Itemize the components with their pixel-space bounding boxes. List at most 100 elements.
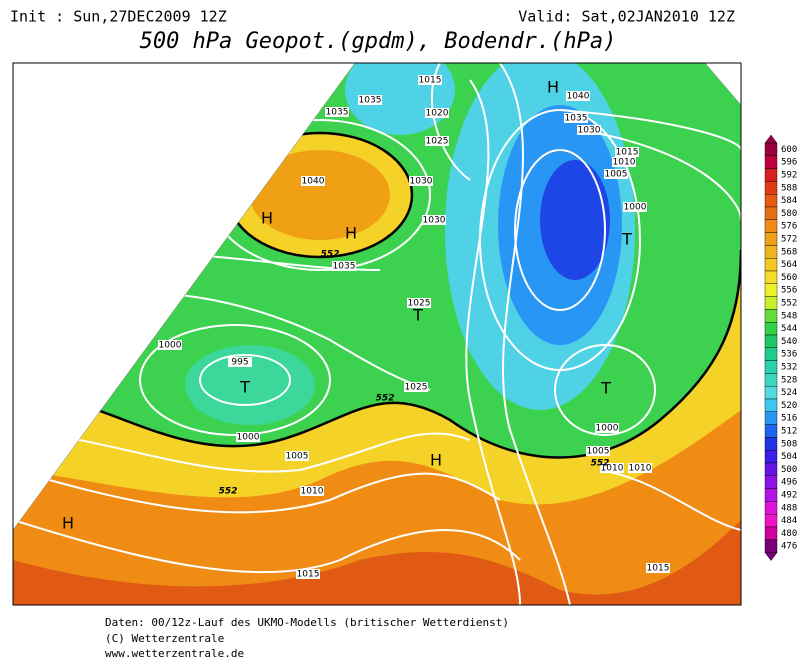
- isobar-label-bg: [296, 569, 320, 579]
- isobar-label: 1005: [286, 452, 309, 462]
- isobar-label: 1000: [624, 203, 647, 213]
- valid-time: Valid: Sat,02JAN2010 12Z: [518, 8, 735, 26]
- colorbar-label: 600: [781, 145, 797, 155]
- colorbar-swatch: [764, 245, 778, 259]
- contour-label: 552: [376, 394, 395, 404]
- colorbar-label: 504: [781, 452, 797, 462]
- colorbar-swatch: [764, 386, 778, 400]
- isobar-label-bg: [628, 463, 652, 473]
- isobar-label-bg: [285, 451, 309, 461]
- contour-label: 552: [219, 487, 238, 497]
- colorbar-label: 480: [781, 529, 797, 539]
- init-time: Init : Sun,27DEC2009 12Z: [10, 8, 227, 26]
- colorbar-label: 484: [781, 516, 797, 526]
- colorbar-swatch: [764, 398, 778, 413]
- colorbar-label: 584: [781, 196, 797, 206]
- colorbar-label: 476: [781, 542, 797, 552]
- isobar-label-bg: [228, 357, 252, 367]
- colorbar-label: 592: [781, 171, 797, 181]
- isobar-label: 1010: [301, 487, 324, 497]
- colorbar: 600 596 592 588 584 580 576 572 568 564 560 556 552 5…: [764, 134, 797, 561]
- colorbar-swatch: [764, 309, 778, 323]
- isobar-label: 1030: [578, 126, 601, 136]
- colorbar-label: 500: [781, 465, 797, 475]
- isobar-label: 1030: [423, 216, 446, 226]
- pressure-center: H: [62, 514, 74, 533]
- colorbar-label: 524: [781, 388, 797, 398]
- colorbar-label: 576: [781, 222, 797, 232]
- colorbar-label: 488: [781, 503, 797, 513]
- colorbar-swatch: [764, 168, 778, 182]
- isobar-label: 1010: [613, 158, 636, 168]
- colorbar-bottom: [764, 552, 778, 561]
- colorbar-swatch: [764, 296, 778, 310]
- isobar-label-bg: [404, 382, 428, 392]
- pressure-center: H: [345, 224, 357, 243]
- contour-label: 552: [321, 250, 340, 260]
- isobar-label-bg: [358, 95, 382, 105]
- colorbar-label: 572: [781, 235, 797, 245]
- isobar-label-bg: [595, 423, 619, 433]
- colorbar-swatch: [764, 258, 778, 272]
- isobar-label-bg: [422, 215, 446, 225]
- contour-label: 552: [591, 459, 610, 469]
- isobar-label-bg: [577, 125, 601, 135]
- isobar-label-bg: [332, 261, 356, 271]
- colorbar-swatch: [764, 155, 778, 169]
- pressure-center: T: [600, 379, 611, 398]
- colorbar-swatch: [764, 373, 778, 387]
- colorbar-label: 492: [781, 491, 797, 501]
- colorbar-swatch: [764, 526, 778, 541]
- colorbar-label: 508: [781, 439, 797, 449]
- isobar-label: 1020: [426, 109, 449, 119]
- isobar-label: 1025: [426, 137, 449, 147]
- isobar-label: 1015: [647, 564, 670, 574]
- isobar-label-bg: [325, 107, 349, 117]
- isobar-label: 995: [231, 358, 248, 368]
- colorbar-swatch: [764, 193, 778, 208]
- colorbar-label: 596: [781, 158, 797, 168]
- colorbar-label: 528: [781, 375, 797, 385]
- isobar-label: 1035: [359, 96, 382, 106]
- colorbar-swatch: [764, 283, 778, 297]
- isobar-label-bg: [615, 147, 639, 157]
- isobar-label: 1000: [237, 433, 260, 443]
- colorbar-label: 564: [781, 260, 797, 270]
- isobar-label: 1010: [601, 464, 624, 474]
- colorbar-label: 548: [781, 311, 797, 321]
- colorbar-swatch: [764, 142, 778, 157]
- map-title: 500 hPa Geopot.(gpdm), Bodendr.(hPa): [140, 29, 617, 54]
- isobar-label: 1000: [159, 341, 182, 351]
- isobar-label: 1035: [333, 262, 356, 272]
- colorbar-swatch: [764, 206, 778, 221]
- colorbar-label: 544: [781, 324, 797, 334]
- colorbar-swatch: [764, 539, 778, 553]
- isobar-label: 1005: [605, 170, 628, 180]
- isobar-label: 1035: [326, 108, 349, 118]
- isobar-label-bg: [566, 91, 590, 101]
- colorbar-label: 568: [781, 247, 797, 257]
- isobar-label: 1015: [419, 76, 442, 86]
- isobar-label-bg: [418, 75, 442, 85]
- colorbar-label: 536: [781, 350, 797, 360]
- colorbar-swatch: [764, 334, 778, 349]
- colorbar-swatch: [764, 475, 778, 489]
- isobar-label-bg: [158, 340, 182, 350]
- colorbar-label: 496: [781, 478, 797, 488]
- footer-line: (C) Wetterzentrale: [105, 632, 224, 645]
- colorbar-label: 560: [781, 273, 797, 283]
- pressure-center: H: [261, 209, 273, 228]
- pressure-center: T: [412, 306, 423, 325]
- field: [13, 63, 741, 605]
- colorbar-swatch: [764, 219, 778, 233]
- footer-line: www.wetterzentrale.de: [105, 647, 244, 660]
- colorbar-swatch: [764, 322, 778, 336]
- colorbar-label: 588: [781, 183, 797, 193]
- colorbar-swatch: [764, 437, 778, 451]
- colorbar-swatch: [764, 360, 778, 374]
- pressure-center: T: [621, 230, 632, 249]
- colorbar-swatch: [764, 347, 778, 361]
- isobar-label-bg: [301, 176, 325, 186]
